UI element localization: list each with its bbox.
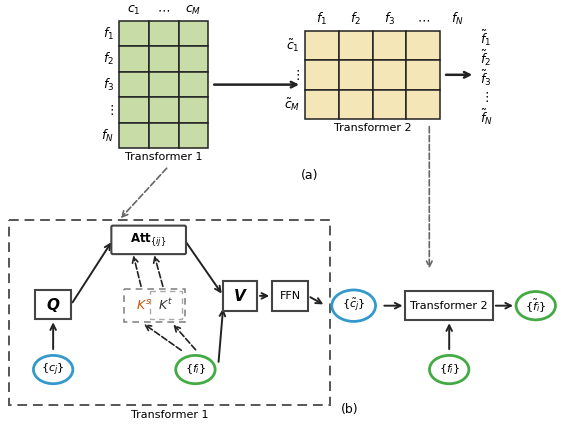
Text: $f_N$: $f_N$ — [101, 128, 114, 144]
Bar — [178, 72, 209, 98]
Bar — [178, 98, 209, 123]
Bar — [149, 21, 178, 46]
Bar — [339, 89, 373, 119]
Bar — [149, 123, 178, 148]
Text: $c_M$: $c_M$ — [185, 4, 202, 17]
Bar — [373, 31, 406, 60]
Text: $\{c_j\}$: $\{c_j\}$ — [42, 361, 65, 378]
Bar — [305, 31, 339, 60]
Bar — [406, 89, 440, 119]
Text: $\tilde{c}_M$: $\tilde{c}_M$ — [284, 96, 300, 112]
Bar — [119, 72, 149, 98]
Bar — [119, 98, 149, 123]
Bar — [178, 123, 209, 148]
Text: $\vdots$: $\vdots$ — [105, 103, 114, 117]
FancyBboxPatch shape — [111, 226, 186, 254]
Text: $\tilde{f}_3$: $\tilde{f}_3$ — [480, 68, 491, 87]
Text: $f_N$: $f_N$ — [451, 11, 463, 27]
Text: (a): (a) — [301, 168, 319, 181]
FancyBboxPatch shape — [150, 291, 181, 319]
Bar — [119, 46, 149, 72]
Text: (b): (b) — [341, 403, 359, 416]
Ellipse shape — [176, 355, 215, 384]
Bar — [223, 281, 257, 311]
Text: FFN: FFN — [279, 291, 300, 301]
Text: $\{f_i\}$: $\{f_i\}$ — [185, 363, 206, 377]
Bar — [178, 46, 209, 72]
Bar — [406, 60, 440, 89]
Text: Transformer 1: Transformer 1 — [125, 152, 202, 162]
Text: $\{\tilde{f}_i\}$: $\{\tilde{f}_i\}$ — [525, 297, 547, 314]
Text: $\boldsymbol{V}$: $\boldsymbol{V}$ — [233, 288, 247, 304]
Text: $f_1$: $f_1$ — [316, 11, 327, 27]
Text: $\vdots$: $\vdots$ — [291, 68, 300, 82]
Text: Transformer 1: Transformer 1 — [131, 410, 208, 420]
Text: $c_1$: $c_1$ — [127, 4, 141, 17]
Bar — [405, 291, 493, 321]
Bar — [178, 21, 209, 46]
Ellipse shape — [332, 290, 376, 321]
Text: $f_2$: $f_2$ — [350, 11, 361, 27]
Text: $f_2$: $f_2$ — [103, 51, 114, 67]
Bar — [35, 290, 71, 319]
Text: $f_3$: $f_3$ — [384, 11, 395, 27]
Text: $f_3$: $f_3$ — [103, 77, 114, 93]
Bar — [305, 89, 339, 119]
Text: Transformer 2: Transformer 2 — [410, 301, 488, 311]
Text: $\mathit{K}^t$: $\mathit{K}^t$ — [158, 297, 173, 313]
Ellipse shape — [34, 355, 73, 384]
Bar — [149, 72, 178, 98]
Text: Transformer 2: Transformer 2 — [334, 123, 412, 133]
Text: $\tilde{f}_1$: $\tilde{f}_1$ — [480, 29, 491, 48]
Bar — [272, 281, 308, 311]
FancyBboxPatch shape — [124, 289, 185, 322]
Ellipse shape — [429, 355, 469, 384]
Bar — [339, 60, 373, 89]
Text: $f_1$: $f_1$ — [103, 25, 114, 42]
Text: $\cdots$: $\cdots$ — [157, 4, 170, 17]
Text: $\{f_i\}$: $\{f_i\}$ — [438, 363, 460, 377]
Text: $\boldsymbol{Q}$: $\boldsymbol{Q}$ — [46, 296, 60, 314]
Bar — [373, 89, 406, 119]
Text: $\tilde{c}_1$: $\tilde{c}_1$ — [286, 37, 300, 53]
Text: $\cdots$: $\cdots$ — [417, 14, 430, 27]
Text: $\tilde{f}_2$: $\tilde{f}_2$ — [480, 48, 491, 68]
Bar — [373, 60, 406, 89]
Bar — [406, 31, 440, 60]
Text: $\tilde{f}_N$: $\tilde{f}_N$ — [480, 107, 493, 127]
Ellipse shape — [516, 292, 556, 320]
Bar — [305, 60, 339, 89]
Text: $\mathit{K}^s$: $\mathit{K}^s$ — [136, 298, 152, 312]
Bar — [119, 123, 149, 148]
Bar — [149, 46, 178, 72]
Bar — [149, 98, 178, 123]
Bar — [339, 31, 373, 60]
Text: $\vdots$: $\vdots$ — [480, 90, 489, 104]
Text: $\{\tilde{c}_j\}$: $\{\tilde{c}_j\}$ — [342, 297, 365, 315]
Bar — [119, 21, 149, 46]
Text: $\mathbf{Att}_{\{ij\}}$: $\mathbf{Att}_{\{ij\}}$ — [131, 232, 167, 248]
